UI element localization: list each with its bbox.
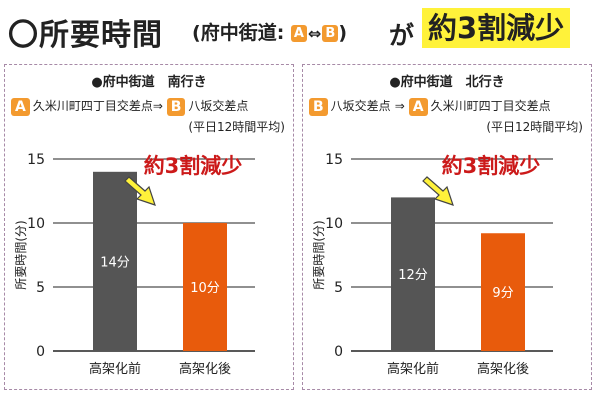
page-title: 〇所要時間 [8,18,163,53]
y-tick-label: 10 [325,216,343,232]
badge-a: A [11,97,30,116]
badge-b: B [309,97,328,116]
road-name: 府中街道: [200,22,285,44]
route-to: 八坂交差点 [188,99,249,113]
route-arrow: ⇒ [394,99,405,113]
y-tick-label: 5 [36,280,45,296]
arrow-icon [422,176,454,206]
x-tick-label: 高架化後 [179,361,231,377]
bidirectional-arrow-icon: ⇔ [307,24,322,43]
y-tick-label: 10 [27,216,45,232]
badge-b: B [322,25,339,42]
y-tick-label: 0 [334,344,343,360]
bar-data-label: 9分 [492,286,513,301]
badge-a: A [290,25,307,42]
panel-title: ●府中街道 南行き [91,75,207,90]
route-label: A 久米川町四丁目交差点⇒ B 八坂交差点 [11,97,248,116]
panel-southbound: ●府中街道 南行き A 久米川町四丁目交差点⇒ B 八坂交差点 (平日12時間平均)… [4,64,294,390]
bar [93,171,137,351]
route-to: 久米川町四丁目交差点 [430,99,551,113]
title-route-note: (府中街道: A ⇔ B) [192,18,347,45]
y-tick-label: 15 [27,152,45,168]
paren-open: ( [192,22,201,44]
average-note: (平日12時間平均) [486,120,583,134]
panel-title: ●府中街道 北行き [389,75,505,90]
panel-northbound: ●府中街道 北行き B 八坂交差点 ⇒ A 久米川町四丁目交差点 (平日12時間平均) … [302,64,592,390]
bar-data-label: 10分 [190,281,220,296]
route-from: 久米川町四丁目交差点⇒ [32,99,163,113]
route-label: B 八坂交差点 ⇒ A 久米川町四丁目交差点 [309,97,551,116]
badge-b: B [166,97,186,116]
bar [481,233,525,351]
route-from: 八坂交差点 [330,99,391,113]
title-highlight: 約3割減少 [422,8,571,48]
bar-data-label: 12分 [398,268,428,283]
arrow-icon [124,176,156,206]
bar [391,197,435,351]
average-note: (平日12時間平均) [188,120,285,134]
title-particle: が [389,21,415,50]
reduction-label: 約3割減少 [144,154,243,178]
y-tick-label: 0 [36,344,45,360]
y-axis-label: 所要時間(分) [312,220,326,289]
x-tick-label: 高架化後 [477,361,529,377]
header: 〇所要時間 (府中街道: A ⇔ B) が 約3割減少 [8,4,592,53]
y-tick-label: 5 [334,280,343,296]
reduction-label: 約3割減少 [442,154,541,178]
bar-data-label: 14分 [100,255,130,270]
y-axis-label: 所要時間(分) [14,220,28,289]
y-tick-label: 15 [325,152,343,168]
paren-close: ) [338,22,347,44]
x-tick-label: 高架化前 [387,361,439,377]
bar [183,223,227,351]
badge-a: A [408,97,428,116]
x-tick-label: 高架化前 [89,361,141,377]
